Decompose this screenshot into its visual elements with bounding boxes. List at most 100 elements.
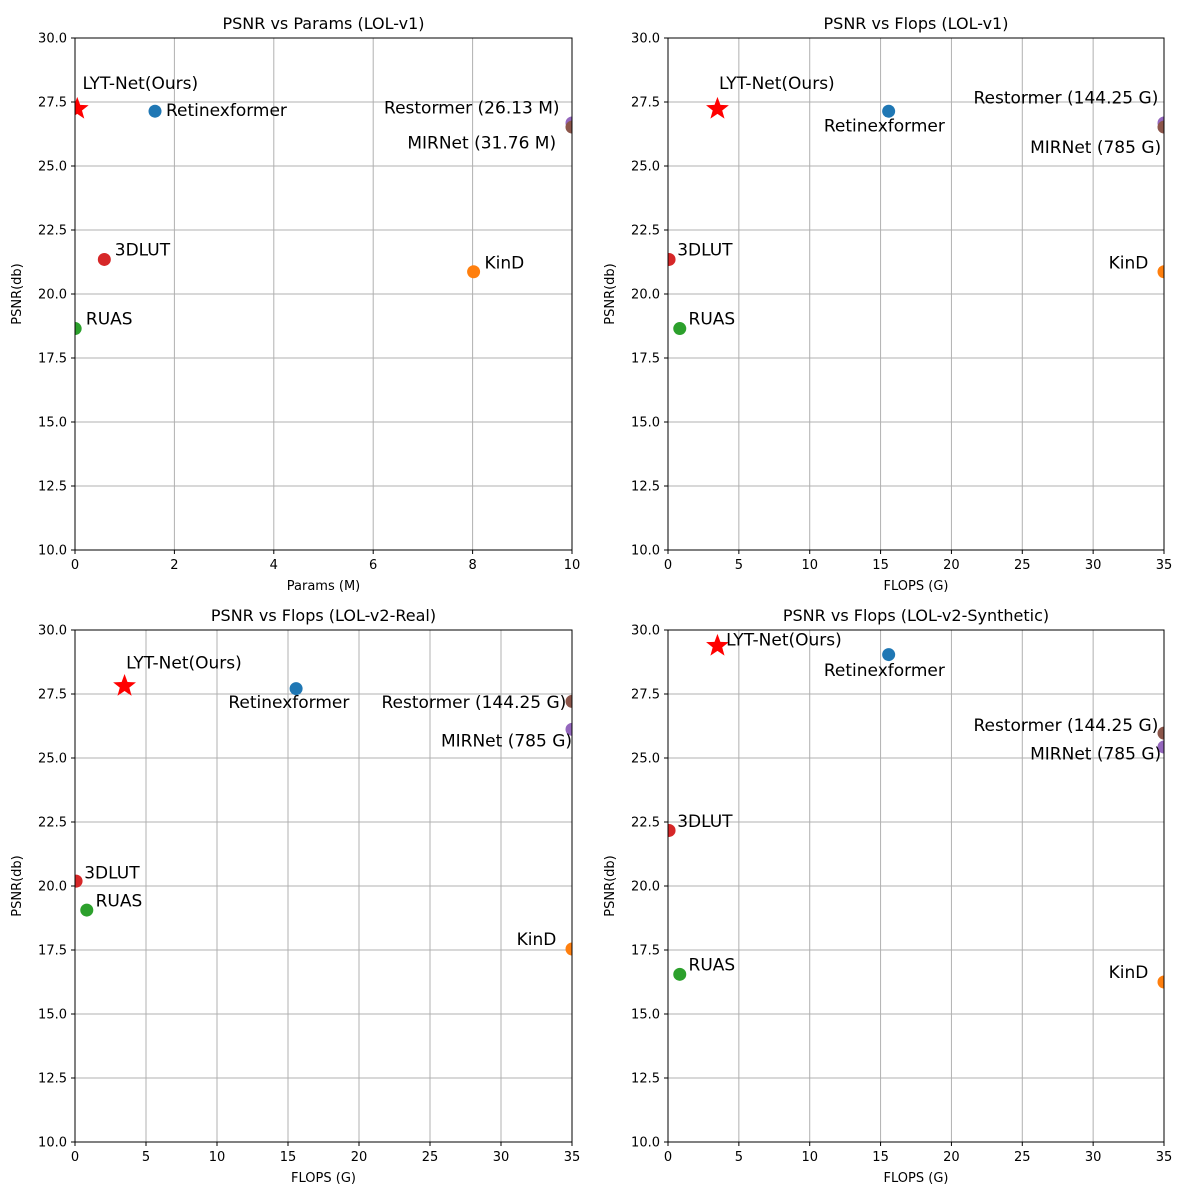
axes-frame xyxy=(74,37,573,551)
annotation-ruas: RUAS xyxy=(689,955,736,975)
annotation-kind: KinD xyxy=(517,930,557,950)
annotation-lyt-net-ours: LYT-Net(Ours) xyxy=(719,74,835,94)
annotation-3dlut: 3DLUT xyxy=(677,241,733,261)
point-kind xyxy=(467,265,481,279)
data-points xyxy=(75,674,572,956)
annotation-retinexformer: Retinexformer xyxy=(228,693,349,713)
y-axis-label: PSNR(db) xyxy=(10,263,25,325)
y-tick-label: 22.5 xyxy=(631,224,660,239)
y-tick-label: 25.0 xyxy=(38,752,67,767)
y-tick-label: 15.0 xyxy=(631,1008,660,1023)
y-tick-label: 25.0 xyxy=(38,160,67,175)
point-retinexformer xyxy=(882,104,896,118)
x-tick-label: 35 xyxy=(564,1150,581,1165)
chart-title: PSNR vs Params (LOL-v1) xyxy=(222,14,424,33)
annotation-mirnet: MIRNet (785 G) xyxy=(441,731,572,751)
x-tick-label: 30 xyxy=(1085,558,1102,573)
x-tick-label: 20 xyxy=(351,1150,368,1165)
point-retinexformer xyxy=(882,648,896,662)
y-axis-label: PSNR(db) xyxy=(603,855,618,917)
data-points xyxy=(75,96,572,336)
annotation-retinexformer: Retinexformer xyxy=(824,661,945,681)
x-tick-label: 5 xyxy=(142,1150,150,1165)
annotation-lyt-net-ours: LYT-Net(Ours) xyxy=(126,653,242,673)
axes-frame xyxy=(667,37,1165,551)
x-tick-label: 35 xyxy=(1156,558,1173,573)
y-tick-label: 20.0 xyxy=(38,880,67,895)
annotation-restormer: Restormer (144.25 G) xyxy=(973,716,1158,736)
data-points xyxy=(668,96,1164,336)
point-restormer xyxy=(565,694,572,708)
x-tick-label: 30 xyxy=(1085,1150,1102,1165)
x-tick-label: 10 xyxy=(209,1150,226,1165)
x-tick-label: 6 xyxy=(369,558,377,573)
point-3dlut xyxy=(97,252,111,266)
y-tick-label: 25.0 xyxy=(631,752,660,767)
point-ruas xyxy=(673,322,687,336)
annotation-lyt-net-ours: LYT-Net(Ours) xyxy=(726,630,842,650)
annotation-3dlut: 3DLUT xyxy=(84,863,140,883)
annotation-retinexformer: Retinexformer xyxy=(166,101,287,121)
x-tick-label: 15 xyxy=(872,1150,889,1165)
chart-panel-4: 0 5 10 15 20 25 30 35 10.0 12.5 15.0 17.5 20.0 22.5 25… xyxy=(603,606,1172,1186)
y-tick-label: 17.5 xyxy=(631,352,660,367)
data-points xyxy=(668,633,1164,989)
x-tick-label: 0 xyxy=(71,1150,79,1165)
annotation-mirnet: MIRNet (785 G) xyxy=(1030,138,1161,158)
x-tick-label: 30 xyxy=(493,1150,510,1165)
x-tick-label: 10 xyxy=(801,558,818,573)
axes-frame xyxy=(667,629,1165,1143)
annotation-mirnet: MIRNet (785 G) xyxy=(1030,744,1161,764)
y-tick-label: 10.0 xyxy=(631,1136,660,1151)
annotation-ruas: RUAS xyxy=(96,891,143,911)
point-kind xyxy=(1157,975,1164,989)
y-tick-label: 22.5 xyxy=(38,224,67,239)
y-tick-label: 12.5 xyxy=(631,1072,660,1087)
axes-frame xyxy=(74,629,573,1143)
point-3dlut xyxy=(75,874,83,888)
y-tick-label: 30.0 xyxy=(38,32,67,47)
x-tick-label: 0 xyxy=(664,1150,672,1165)
annotation-restormer: Restormer (144.25 G) xyxy=(973,88,1158,108)
x-tick-label: 5 xyxy=(735,558,743,573)
x-tick-label: 0 xyxy=(664,558,672,573)
annotation-3dlut: 3DLUT xyxy=(677,812,733,832)
y-tick-label: 20.0 xyxy=(631,880,660,895)
point-mirnet xyxy=(1157,120,1164,134)
x-tick-label: 0 xyxy=(71,558,79,573)
point-kind xyxy=(565,942,572,956)
annotation-mirnet: MIRNet (31.76 M) xyxy=(407,134,556,154)
point-mirnet xyxy=(565,722,572,736)
y-tick-label: 22.5 xyxy=(38,816,67,831)
y-tick-label: 27.5 xyxy=(38,96,67,111)
x-axis-label: FLOPS (G) xyxy=(291,1171,356,1186)
y-tick-label: 12.5 xyxy=(38,480,67,495)
x-tick-label: 8 xyxy=(468,558,476,573)
chart-panel-3: 0 5 10 15 20 25 30 35 10.0 12.5 15.0 17.5 20.0 22.5 25… xyxy=(10,606,580,1186)
point-ruas xyxy=(673,967,687,981)
point-lyt-net-ours xyxy=(113,674,136,696)
x-tick-label: 15 xyxy=(280,1150,297,1165)
point-lyt-net-ours xyxy=(706,96,729,119)
x-tick-label: 25 xyxy=(1014,1150,1031,1165)
y-tick-label: 12.5 xyxy=(631,480,660,495)
annotation-lyt-net-ours: LYT-Net(Ours) xyxy=(82,74,198,94)
y-tick-label: 15.0 xyxy=(38,416,67,431)
y-tick-label: 10.0 xyxy=(631,544,660,559)
annotation-ruas: RUAS xyxy=(86,310,133,330)
point-ruas xyxy=(80,903,94,917)
x-tick-label: 4 xyxy=(270,558,278,573)
y-tick-label: 15.0 xyxy=(631,416,660,431)
point-ruas xyxy=(75,322,82,336)
x-tick-label: 10 xyxy=(801,1150,818,1165)
point-restormer xyxy=(1157,726,1164,740)
x-tick-label: 2 xyxy=(170,558,178,573)
x-tick-label: 20 xyxy=(943,558,960,573)
point-retinexformer xyxy=(289,682,303,696)
point-3dlut xyxy=(668,823,676,837)
chart-title: PSNR vs Flops (LOL-v2-Real) xyxy=(211,606,436,625)
point-mirnet xyxy=(565,120,572,134)
y-tick-label: 30.0 xyxy=(631,624,660,639)
y-tick-label: 27.5 xyxy=(631,688,660,703)
